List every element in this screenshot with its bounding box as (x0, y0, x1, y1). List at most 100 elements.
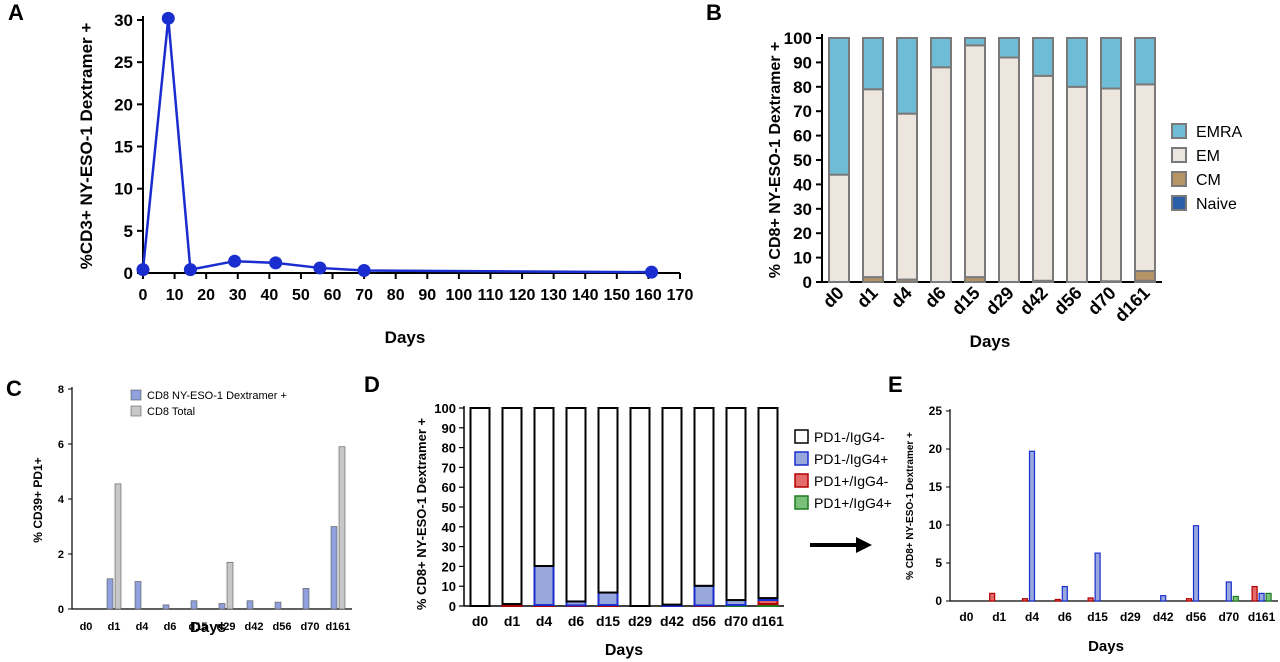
bar-segment (964, 37, 986, 47)
legend-label: CD8 Total (147, 406, 195, 418)
y-tick-label: 10 (442, 579, 456, 594)
x-tick-label: d70 (1218, 610, 1239, 624)
legend-swatch (794, 429, 809, 444)
x-tick-label: 160 (635, 287, 662, 304)
y-tick-label: 90 (793, 53, 812, 72)
x-tick-label: d0 (959, 610, 973, 624)
bar-segment (661, 407, 683, 606)
x-tick-label: 0 (139, 287, 148, 304)
bar-segment (1066, 85, 1088, 283)
bar-segment (1134, 270, 1156, 282)
legend-swatch (1171, 147, 1187, 163)
legend-swatch (794, 473, 809, 488)
data-point (269, 256, 283, 270)
x-tick-label: d15 (189, 621, 208, 633)
panel-c-bar-chart: 0 2 4 6 8 d0 d1 d4 d6 d15 d29 d42 d56 d70 d161 CD8 NY-E… (31, 384, 352, 636)
legend-label: EMRA (1196, 124, 1243, 141)
y-tick-label: 100 (784, 29, 812, 48)
y-tick-label: 40 (793, 175, 812, 194)
x-tick-label: 10 (166, 287, 184, 304)
bar-segment (828, 173, 850, 283)
y-tick-label: 25 (114, 53, 133, 72)
bar (274, 601, 282, 610)
legend-swatch (794, 495, 809, 510)
bar-segment (629, 407, 651, 607)
y-tick-label: 50 (793, 151, 812, 170)
y-axis-label: % CD39+ PD1+ (31, 457, 45, 542)
x-tick-label: d161 (1111, 283, 1154, 326)
bar-segment (757, 407, 779, 600)
x-tick-label: d70 (301, 621, 320, 633)
y-tick-label: 20 (114, 95, 133, 114)
x-tick-label: 70 (355, 287, 373, 304)
bar-segment (1066, 37, 1088, 88)
y-tick-label: 6 (58, 439, 64, 451)
bar-segment (501, 407, 523, 606)
x-tick-label: d6 (1058, 610, 1072, 624)
legend-label: CM (1196, 172, 1221, 189)
y-tick-label: 20 (442, 559, 456, 574)
legend-swatch (1171, 171, 1187, 187)
bar-segment (930, 66, 952, 283)
bar-segment (597, 407, 619, 594)
panel-d-letter: D (364, 372, 380, 397)
y-tick-label: 5 (124, 222, 133, 241)
y-axis-label: % CD8+ NY-ESO-1 Dextramer + (767, 42, 784, 279)
x-tick-label: d6 (568, 613, 585, 629)
series-line (141, 18, 652, 274)
x-tick-label: d15 (596, 613, 620, 629)
bar-segment (533, 565, 555, 607)
y-tick-label: 0 (803, 273, 812, 292)
bar-segment (1100, 87, 1122, 283)
x-tick-label: d1 (504, 613, 521, 629)
bar-segment (896, 37, 918, 115)
x-tick-label: d56 (1186, 610, 1207, 624)
y-tick-label: 20 (929, 442, 943, 456)
bar-segment (998, 37, 1020, 59)
x-tick-label: d29 (217, 621, 236, 633)
x-tick-label: 130 (540, 287, 567, 304)
bar (1087, 597, 1094, 602)
x-tick-label: 140 (572, 287, 599, 304)
x-tick-label: d0 (80, 621, 93, 633)
legend-label: PD1-/IgG4- (814, 429, 885, 445)
x-axis-label: Days (605, 642, 643, 659)
x-tick-label: d29 (1120, 610, 1141, 624)
bar (106, 578, 114, 610)
x-tick-label: 60 (324, 287, 342, 304)
legend-swatch (1171, 195, 1187, 211)
y-tick-label: 2 (58, 549, 64, 561)
x-tick-label: d56 (692, 613, 716, 629)
y-tick-label: 10 (929, 518, 943, 532)
x-tick-label: d56 (273, 621, 292, 633)
y-tick-label: 0 (935, 594, 942, 608)
bar (1028, 450, 1036, 602)
arrow-icon (810, 537, 872, 553)
y-tick-label: 20 (793, 224, 812, 243)
bar (190, 600, 198, 610)
y-tick-label: 0 (124, 264, 133, 283)
x-axis-label: Days (970, 332, 1011, 351)
x-tick-label: d29 (628, 613, 652, 629)
bar-segment (533, 407, 555, 568)
bar (302, 588, 310, 610)
bar (1094, 552, 1101, 602)
x-tick-label: d161 (1248, 610, 1276, 624)
bar-segment (597, 591, 619, 607)
x-tick-label: 50 (292, 287, 310, 304)
x-tick-label: 90 (418, 287, 436, 304)
bar (338, 446, 346, 610)
x-tick-label: d161 (325, 621, 350, 633)
y-tick-label: 15 (114, 138, 133, 157)
bar (114, 483, 122, 610)
x-tick-label: d42 (660, 613, 684, 629)
x-tick-label: d42 (245, 621, 264, 633)
y-tick-label: 5 (935, 556, 942, 570)
bar-segment (998, 56, 1020, 283)
bar-segment (693, 584, 715, 607)
x-tick-label: d15 (1087, 610, 1108, 624)
y-tick-label: 8 (58, 384, 64, 396)
panel-a-letter: A (8, 0, 24, 25)
data-point (645, 265, 659, 279)
